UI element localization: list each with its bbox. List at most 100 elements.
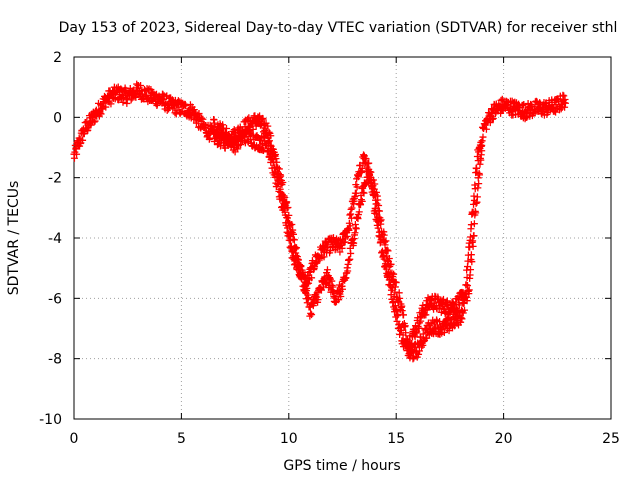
data-point bbox=[305, 294, 313, 302]
data-point bbox=[292, 251, 300, 259]
data-point bbox=[476, 171, 484, 179]
data-point bbox=[387, 260, 395, 268]
data-point bbox=[297, 262, 305, 270]
x-tick-label: 15 bbox=[387, 431, 405, 447]
y-tick-label: -10 bbox=[39, 412, 62, 428]
data-point bbox=[415, 350, 423, 358]
data-point bbox=[288, 247, 296, 255]
data-point bbox=[355, 208, 363, 216]
data-point bbox=[284, 224, 292, 232]
x-tick-label: 5 bbox=[177, 431, 186, 447]
data-point bbox=[560, 92, 568, 100]
data-point bbox=[396, 294, 404, 302]
data-point bbox=[385, 254, 393, 262]
data-point bbox=[462, 281, 470, 289]
data-point bbox=[369, 176, 377, 184]
data-point bbox=[279, 178, 287, 186]
data-point bbox=[307, 309, 315, 317]
data-point bbox=[286, 233, 294, 241]
data-point bbox=[472, 209, 480, 217]
data-point bbox=[435, 304, 443, 312]
data-point bbox=[323, 266, 331, 274]
data-point bbox=[390, 270, 398, 278]
data-point bbox=[352, 225, 360, 233]
data-point bbox=[335, 289, 343, 297]
data-point bbox=[328, 281, 336, 289]
data-point bbox=[405, 342, 413, 350]
x-tick-label: 25 bbox=[602, 431, 620, 447]
data-point bbox=[303, 284, 311, 292]
data-point bbox=[470, 220, 478, 228]
data-point bbox=[373, 200, 381, 208]
data-point bbox=[382, 237, 390, 245]
data-point bbox=[352, 189, 360, 197]
data-point bbox=[519, 101, 527, 109]
data-point bbox=[488, 115, 496, 123]
chart-title: Day 153 of 2023, Sidereal Day-to-day VTE… bbox=[59, 20, 618, 36]
data-point bbox=[402, 329, 410, 337]
data-point bbox=[422, 311, 430, 319]
data-point bbox=[419, 330, 427, 338]
data-point bbox=[374, 196, 382, 204]
data-point bbox=[360, 189, 368, 197]
data-point bbox=[358, 197, 366, 205]
data-point bbox=[520, 101, 528, 109]
data-point bbox=[473, 193, 481, 201]
data-point bbox=[337, 293, 345, 301]
data-point bbox=[275, 165, 283, 173]
data-point bbox=[478, 147, 486, 155]
data-point bbox=[267, 132, 275, 140]
data-point bbox=[419, 341, 427, 349]
data-point bbox=[413, 328, 421, 336]
data-point bbox=[441, 309, 449, 317]
data-point bbox=[338, 244, 346, 252]
data-point bbox=[132, 93, 140, 101]
data-point bbox=[367, 168, 375, 176]
data-point bbox=[96, 109, 104, 117]
data-point bbox=[274, 179, 282, 187]
data-point bbox=[344, 267, 352, 275]
data-point bbox=[474, 184, 482, 192]
data-point bbox=[400, 311, 408, 319]
data-point bbox=[557, 105, 565, 113]
data-point bbox=[343, 232, 351, 240]
data-point bbox=[198, 114, 206, 122]
data-point bbox=[482, 125, 490, 133]
data-point bbox=[314, 296, 322, 304]
data-point bbox=[357, 201, 365, 209]
data-point bbox=[284, 204, 292, 212]
data-point bbox=[475, 180, 483, 188]
data-point bbox=[249, 125, 257, 133]
y-axis-label: SDTVAR / TECUs bbox=[6, 181, 22, 296]
data-point bbox=[283, 198, 291, 206]
data-point bbox=[263, 139, 271, 147]
data-point bbox=[99, 104, 107, 112]
data-point bbox=[278, 192, 286, 200]
data-point bbox=[346, 255, 354, 263]
data-point bbox=[151, 91, 159, 99]
data-point bbox=[561, 103, 569, 111]
data-point bbox=[348, 204, 356, 212]
data-point bbox=[375, 207, 383, 215]
data-point bbox=[465, 286, 473, 294]
data-point bbox=[294, 256, 302, 264]
data-point bbox=[362, 155, 370, 163]
data-point bbox=[308, 311, 316, 319]
data-point bbox=[371, 180, 379, 188]
data-point bbox=[384, 247, 392, 255]
data-point bbox=[346, 211, 354, 219]
data-point bbox=[107, 100, 115, 108]
data-point bbox=[308, 274, 316, 282]
data-point bbox=[377, 216, 385, 224]
data-point bbox=[287, 237, 295, 245]
data-point bbox=[374, 224, 382, 232]
data-point bbox=[137, 82, 145, 90]
data-point bbox=[117, 85, 125, 93]
data-point bbox=[339, 285, 346, 293]
data-point bbox=[561, 99, 569, 107]
data-point bbox=[283, 214, 291, 222]
data-point bbox=[70, 154, 78, 162]
data-point bbox=[461, 306, 469, 314]
data-point bbox=[469, 242, 477, 250]
